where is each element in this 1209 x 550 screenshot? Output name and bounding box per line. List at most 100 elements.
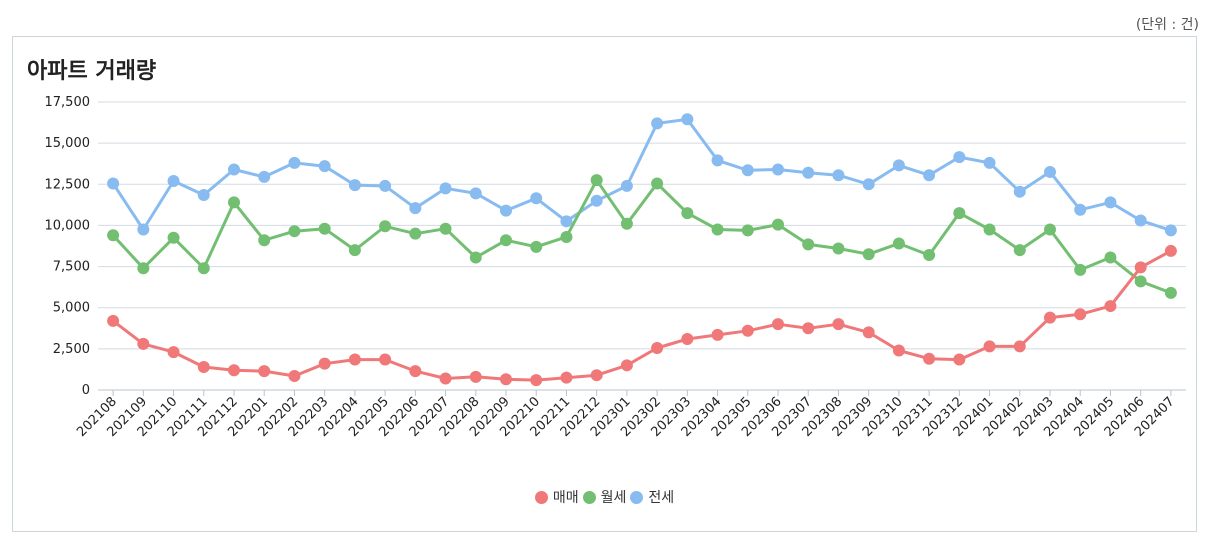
data-point-전세 xyxy=(228,163,240,176)
data-point-월세 xyxy=(590,174,603,187)
data-point-전세 xyxy=(409,202,422,215)
data-point-전세 xyxy=(1044,165,1056,178)
chart-panel: 아파트 거래량 17,500 15,000 12,500 10,000 7,500 5,0… xyxy=(12,36,1197,532)
y-tick-label: 5,000 xyxy=(53,301,90,316)
data-point-전세 xyxy=(772,163,784,176)
legend-item-월세[interactable]: 월세 xyxy=(582,487,626,507)
data-point-매매 xyxy=(892,344,905,357)
legend-label: 매매 xyxy=(552,490,579,506)
series-line-전세 xyxy=(111,117,1172,232)
data-point-전세 xyxy=(1013,185,1026,198)
data-point-매매 xyxy=(651,342,664,355)
data-point-월세 xyxy=(892,237,905,250)
data-point-월세 xyxy=(1104,251,1117,264)
data-point-전세 xyxy=(923,169,936,182)
unit-label: (단위 : 건) xyxy=(1135,17,1199,33)
data-point-전세 xyxy=(107,177,120,190)
series-line-월세 xyxy=(111,178,1172,295)
data-point-월세 xyxy=(651,177,664,190)
data-point-전세 xyxy=(1164,224,1177,237)
data-point-매매 xyxy=(469,370,482,383)
data-point-전세 xyxy=(651,117,664,130)
data-point-월세 xyxy=(469,251,482,264)
data-point-매매 xyxy=(409,365,422,378)
data-point-월세 xyxy=(923,249,936,262)
data-point-전세 xyxy=(590,194,603,207)
data-point-매매 xyxy=(288,370,301,383)
data-point-매매 xyxy=(318,357,331,370)
data-point-월세 xyxy=(1013,244,1026,257)
legend-dot-icon xyxy=(582,490,596,504)
data-point-전세 xyxy=(348,179,361,192)
data-point-전세 xyxy=(741,164,754,177)
data-point-전세 xyxy=(953,151,966,164)
data-point-전세 xyxy=(379,179,392,192)
data-point-월세 xyxy=(620,217,633,230)
data-point-전세 xyxy=(469,187,482,200)
data-point-매매 xyxy=(1074,308,1087,321)
data-point-전세 xyxy=(862,178,875,191)
data-point-전세 xyxy=(197,188,210,201)
data-point-월세 xyxy=(500,234,512,247)
y-tick-label: 7,500 xyxy=(53,260,90,275)
data-point-매매 xyxy=(197,360,210,373)
data-point-월세 xyxy=(802,238,815,251)
data-point-매매 xyxy=(832,318,845,331)
data-point-월세 xyxy=(409,227,422,240)
data-point-매매 xyxy=(590,369,603,382)
data-point-월세 xyxy=(862,248,875,261)
y-tick-label: 10,000 xyxy=(45,218,91,233)
data-point-월세 xyxy=(772,218,784,231)
data-point-전세 xyxy=(318,160,331,173)
data-point-매매 xyxy=(167,346,180,359)
series-line-매매 xyxy=(112,249,1172,382)
data-point-전세 xyxy=(711,154,724,167)
data-point-매매 xyxy=(379,353,392,366)
line-chart: 17,500 15,000 12,500 10,000 7,500 5,000 2,500 0… xyxy=(45,95,1186,440)
data-point-월세 xyxy=(439,222,452,235)
legend-label: 전세 xyxy=(648,490,675,506)
data-point-전세 xyxy=(1104,196,1117,209)
legend-item-매매[interactable]: 매매 xyxy=(534,487,579,507)
data-point-매매 xyxy=(681,332,694,345)
legend-item-전세[interactable]: 전세 xyxy=(630,487,674,507)
data-point-월세 xyxy=(348,244,361,257)
data-point-월세 xyxy=(832,242,845,255)
data-point-월세 xyxy=(741,224,754,237)
data-point-매매 xyxy=(802,322,815,335)
y-tick-label: 12,500 xyxy=(45,177,91,192)
data-point-전세 xyxy=(620,179,633,192)
data-point-월세 xyxy=(379,220,392,233)
data-point-월세 xyxy=(197,262,210,275)
data-point-매매 xyxy=(1013,340,1026,353)
data-point-월세 xyxy=(1134,275,1147,288)
data-point-매매 xyxy=(348,353,361,366)
data-point-매매 xyxy=(741,324,754,337)
data-point-전세 xyxy=(560,215,573,228)
data-point-월세 xyxy=(288,225,301,238)
data-point-전세 xyxy=(802,166,815,179)
data-point-매매 xyxy=(923,352,936,365)
data-point-월세 xyxy=(1164,286,1177,299)
data-point-매매 xyxy=(1134,261,1147,274)
data-point-전세 xyxy=(1074,203,1087,216)
data-point-매매 xyxy=(560,371,573,384)
data-point-매매 xyxy=(983,340,996,353)
data-point-전세 xyxy=(439,182,452,195)
data-point-매매 xyxy=(772,318,784,331)
data-point-월세 xyxy=(560,230,573,243)
data-point-전세 xyxy=(500,204,512,217)
legend-dot-icon xyxy=(534,490,548,504)
data-point-월세 xyxy=(167,231,180,244)
data-point-전세 xyxy=(832,169,845,182)
data-point-매매 xyxy=(862,326,875,339)
data-point-전세 xyxy=(258,170,271,183)
data-point-매매 xyxy=(620,359,633,372)
data-point-월세 xyxy=(681,207,694,220)
data-point-월세 xyxy=(318,222,331,235)
data-point-매매 xyxy=(1044,311,1056,324)
data-point-매매 xyxy=(228,364,240,377)
data-point-전세 xyxy=(892,159,905,172)
data-point-매매 xyxy=(530,374,543,387)
data-point-전세 xyxy=(983,156,996,169)
